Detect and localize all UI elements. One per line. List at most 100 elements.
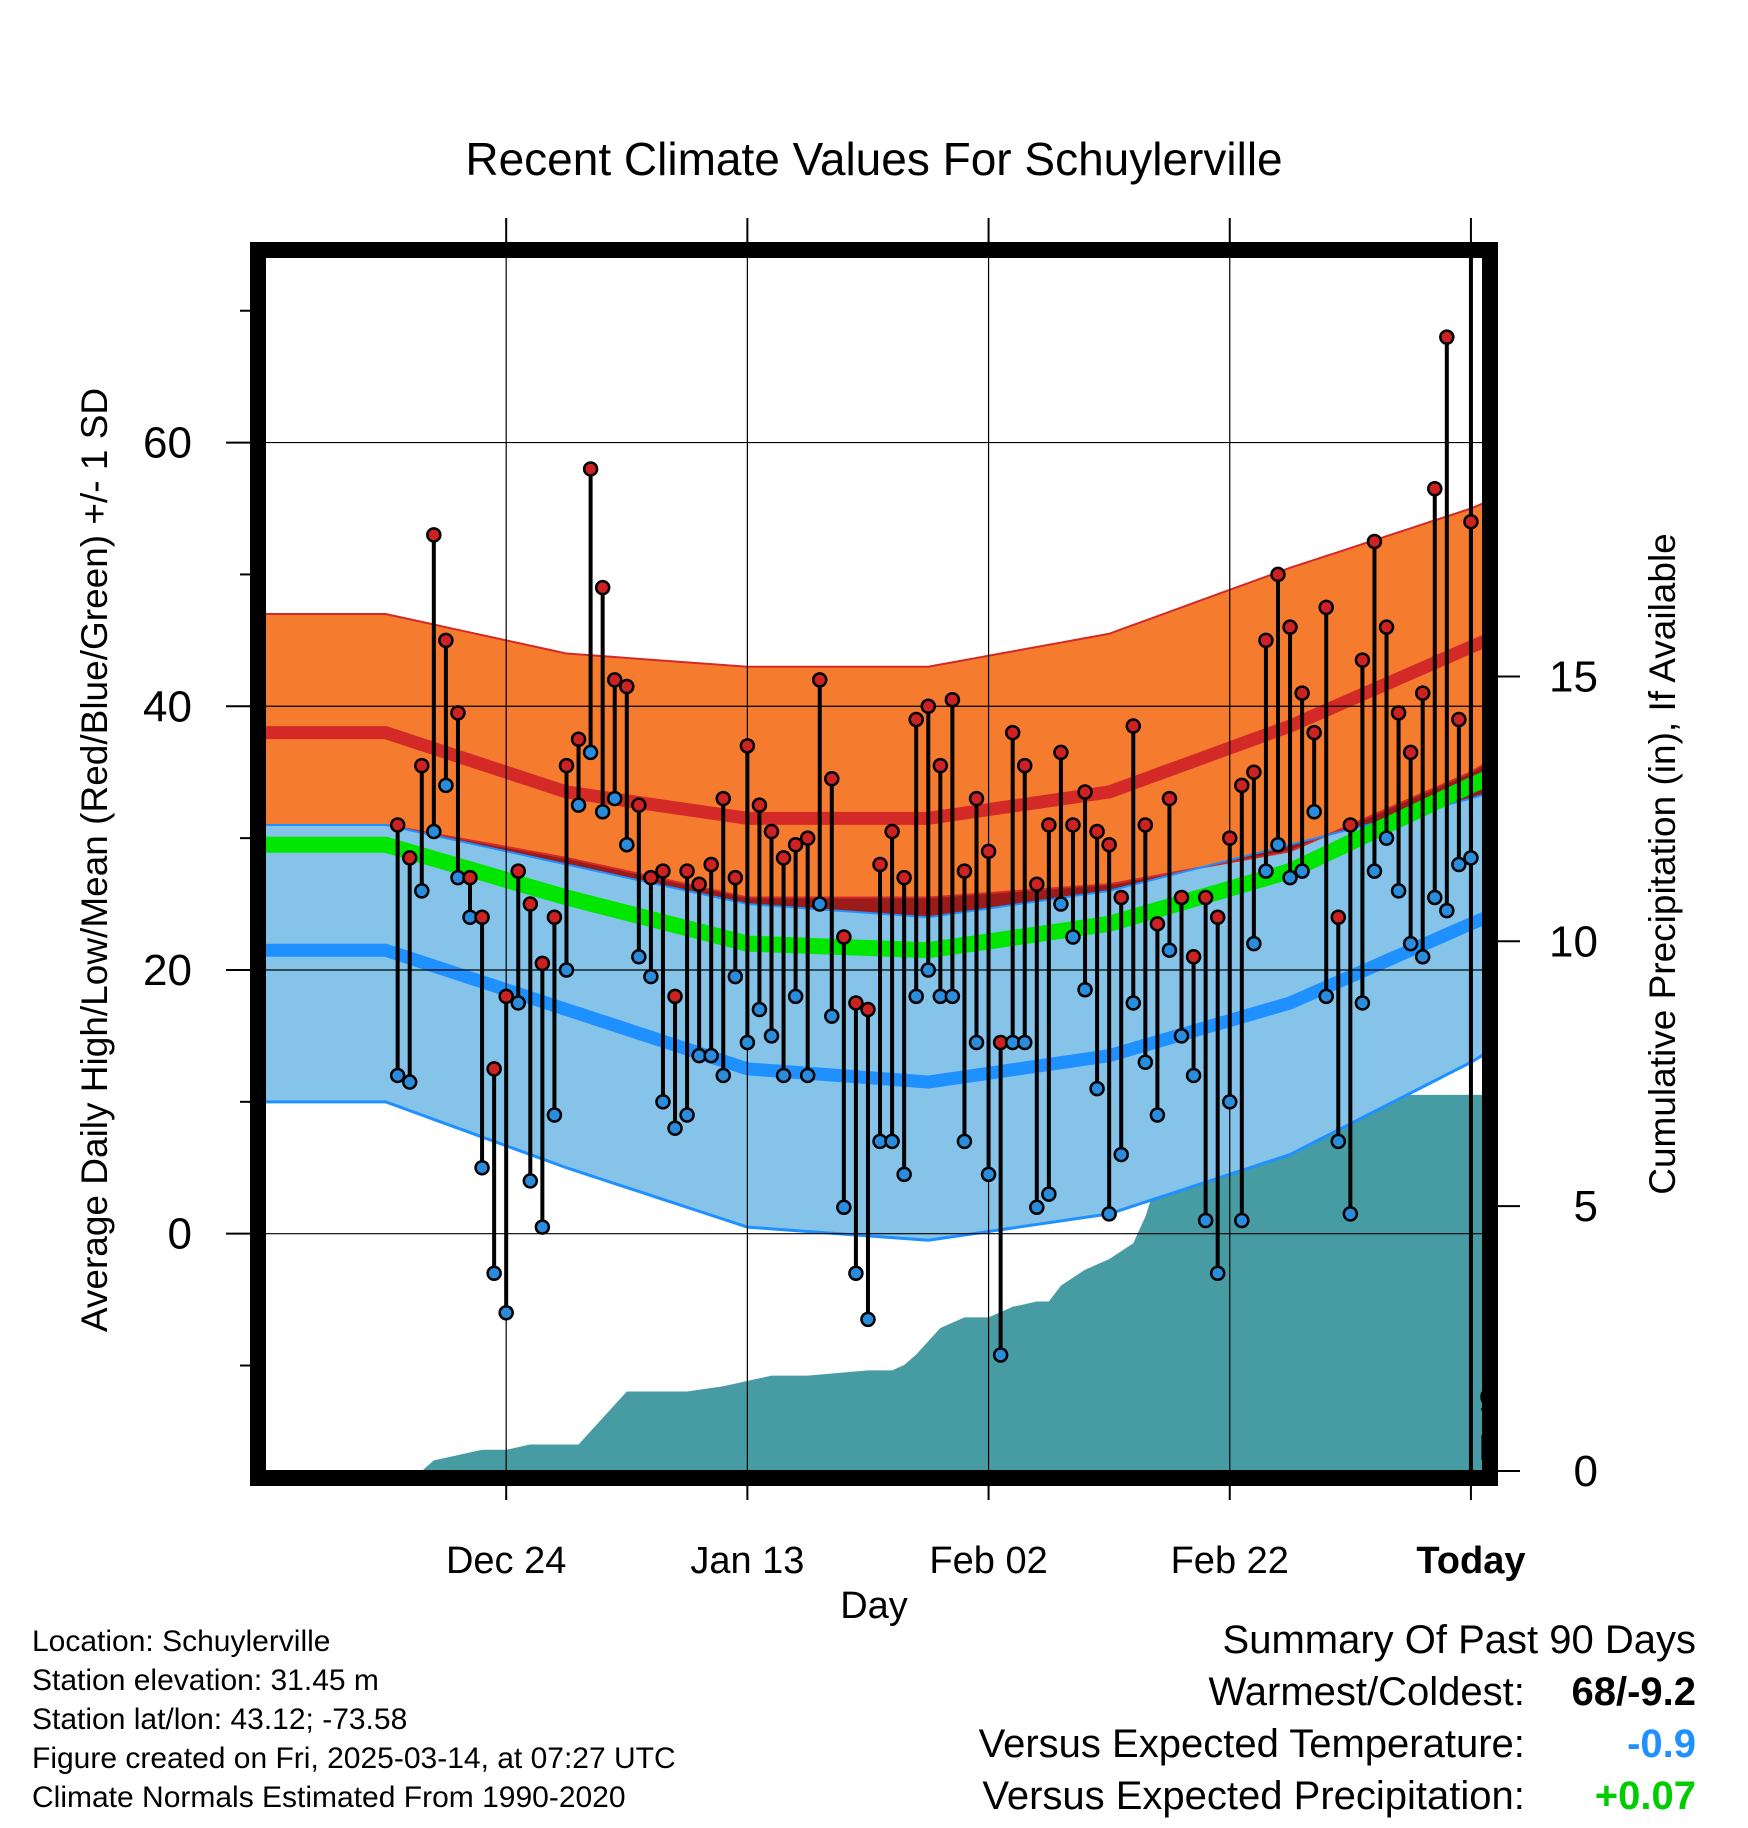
daily-low-point <box>1402 935 1419 952</box>
daily-high-point <box>739 738 756 754</box>
daily-low-point <box>1053 896 1069 912</box>
daily-low-point <box>751 1001 768 1018</box>
summary-precip-row: Versus Expected Precipitation: +0.07 <box>982 1774 1696 1819</box>
daily-high-point <box>534 955 551 972</box>
daily-high-point <box>582 461 599 477</box>
daily-high-point <box>1402 744 1419 761</box>
daily-low-point <box>787 988 804 1005</box>
daily-high-point <box>401 850 418 866</box>
y-axis-label-right: Cumulative Precipitation (in), If Availa… <box>1642 533 1683 1195</box>
daily-high-point <box>1222 830 1238 846</box>
daily-low-point <box>1246 935 1262 952</box>
daily-low-point <box>486 1265 502 1281</box>
daily-low-point <box>1113 1146 1129 1163</box>
daily-high-point <box>1197 889 1214 906</box>
daily-high-point <box>1065 817 1081 833</box>
daily-low-point <box>1258 863 1274 879</box>
daily-low-point <box>968 1034 985 1051</box>
daily-low-point <box>1065 929 1081 945</box>
daily-high-point <box>510 863 526 879</box>
daily-low-point <box>896 1166 912 1183</box>
daily-high-point <box>667 988 683 1005</box>
daily-high-point <box>1016 757 1033 774</box>
x-tick-label: Today <box>1416 1540 1525 1582</box>
daily-high-point <box>1029 876 1045 893</box>
daily-low-point <box>1041 1186 1057 1202</box>
daily-low-point <box>908 988 924 1005</box>
daily-low-point <box>606 790 623 807</box>
daily-high-point <box>775 850 792 866</box>
daily-high-point <box>1161 790 1178 807</box>
daily-low-point <box>1234 1212 1250 1229</box>
daily-high-point <box>498 988 514 1005</box>
summary-temp-row: Versus Expected Temperature: -0.9 <box>979 1722 1696 1767</box>
daily-low-point <box>1222 1094 1238 1110</box>
daily-high-point <box>860 1001 876 1018</box>
today-marker-label-line1: 90 <box>1479 1381 1519 1422</box>
daily-high-point <box>811 672 828 688</box>
daily-low-point <box>1077 982 1093 998</box>
y-axis-label-left: Average Daily High/Low/Mean (Red/Blue/Gr… <box>74 388 115 1332</box>
daily-high-point <box>884 823 900 840</box>
daily-high-point <box>691 876 707 893</box>
daily-low-point <box>414 883 430 899</box>
daily-high-point <box>594 579 611 596</box>
info-location: Location: Schuylerville <box>32 1625 331 1658</box>
high-sd-lower-edge <box>265 763 1483 899</box>
daily-low-point <box>799 1067 816 1084</box>
y-tick-label-right: 15 <box>1549 652 1598 701</box>
daily-high-point <box>1053 744 1069 761</box>
daily-high-point <box>1258 632 1274 649</box>
daily-high-point <box>1330 909 1347 925</box>
daily-high-point <box>1366 533 1383 550</box>
daily-low-point <box>1282 869 1298 886</box>
daily-low-point <box>824 1008 840 1024</box>
normal-low-line <box>265 911 1483 1089</box>
daily-low-point <box>763 1028 780 1044</box>
daily-low-point <box>860 1311 876 1328</box>
y-tick-label-right: 0 <box>1574 1447 1598 1496</box>
daily-high-point <box>426 527 442 543</box>
daily-high-point <box>908 711 924 728</box>
daily-low-point <box>836 1199 852 1216</box>
daily-low-point <box>1318 988 1334 1005</box>
daily-high-point <box>1185 949 1202 965</box>
daily-low-point <box>534 1219 551 1235</box>
daily-high-point <box>1318 599 1334 616</box>
info-normals: Climate Normals Estimated From 1990-2020 <box>32 1781 626 1814</box>
daily-low-point <box>401 1074 418 1090</box>
daily-high-point <box>1282 619 1298 635</box>
daily-high-point <box>787 836 804 853</box>
daily-low-point <box>631 949 647 965</box>
today-marker-label-line2: Days <box>1479 1427 1565 1468</box>
daily-high-point <box>414 757 430 774</box>
daily-low-point <box>667 1120 683 1136</box>
daily-high-point <box>1113 889 1129 906</box>
daily-high-point <box>763 823 780 840</box>
daily-high-point <box>1439 329 1455 345</box>
daily-low-point <box>1197 1212 1214 1229</box>
daily-high-point <box>1390 705 1407 721</box>
daily-high-point <box>1089 823 1105 840</box>
daily-high-point <box>896 869 912 886</box>
summary-warmest-row: Warmest/Coldest: 68/-9.2 <box>1209 1670 1697 1715</box>
daily-high-point <box>1234 777 1250 794</box>
normal-mean-line <box>265 771 1483 959</box>
daily-high-point <box>438 632 454 649</box>
summary-warmest-value: 68/-9.2 <box>1571 1670 1696 1714</box>
y-tick-label-left: 40 <box>143 682 192 731</box>
summary-warmest-label: Warmest/Coldest: <box>1208 1670 1525 1714</box>
daily-low-point <box>1439 902 1455 919</box>
summary-temp-label: Versus Expected Temperature: <box>978 1722 1525 1766</box>
daily-low-point <box>582 744 599 761</box>
daily-high-point <box>848 995 864 1011</box>
daily-high-point <box>1101 836 1117 853</box>
daily-high-point <box>631 797 647 813</box>
chart-title: Recent Climate Values For Schuylerville <box>465 133 1282 185</box>
daily-low-point <box>1427 889 1443 906</box>
daily-high-point <box>872 856 888 873</box>
daily-low-point <box>1294 863 1310 879</box>
daily-high-point <box>824 771 840 787</box>
info-elevation: Station elevation: 31.45 m <box>32 1664 379 1697</box>
daily-low-point <box>884 1133 900 1150</box>
